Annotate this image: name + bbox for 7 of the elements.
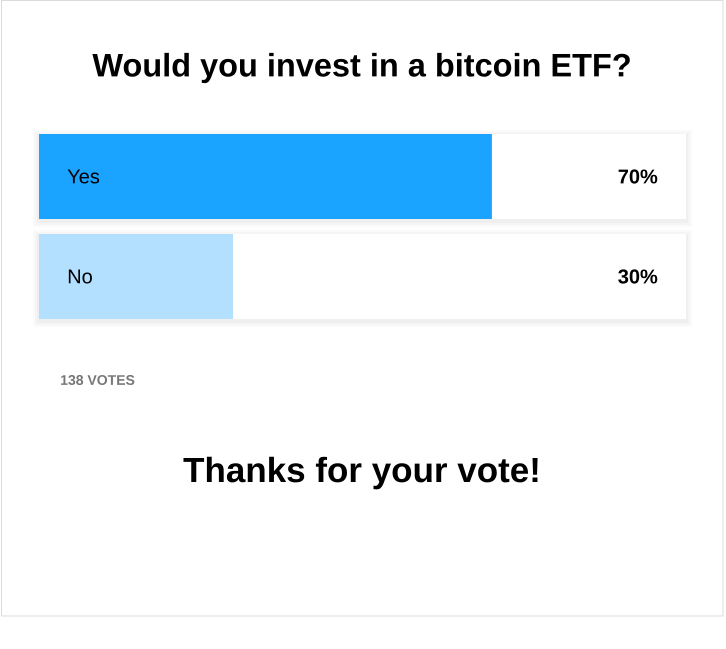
y-tick-label: No — [68, 270, 92, 284]
text: 138 VOTES — [61, 375, 134, 385]
data-label: 30% — [618, 269, 658, 284]
text: Thanks for your vote! — [183, 456, 538, 490]
data-label: 70% — [618, 169, 658, 184]
chart-title: Would you invest in a bitcoin ETF? — [92, 52, 630, 84]
y-tick-label: Yes — [68, 170, 100, 184]
